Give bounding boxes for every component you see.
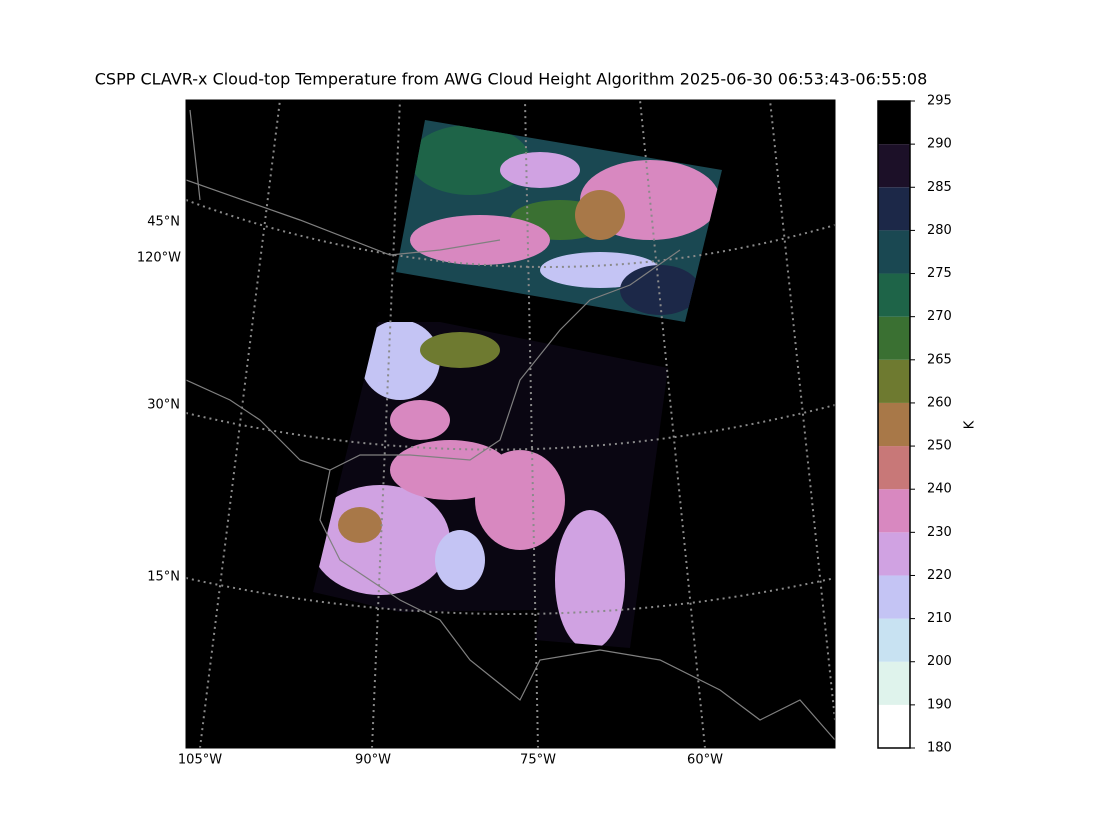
- colorbar-label: K: [963, 420, 978, 429]
- colorbar-bin: [878, 402, 910, 447]
- colorbar-tick-label: 200: [927, 654, 952, 669]
- lat-label: 30°N: [147, 398, 180, 413]
- colorbar-tick-label: 265: [927, 352, 952, 367]
- colorbar-tick-label: 230: [927, 525, 952, 540]
- map: [186, 100, 835, 748]
- colorbar-bin: [878, 446, 910, 490]
- colorbar-bin: [878, 230, 910, 274]
- colorbar-tick-label: 295: [927, 94, 952, 109]
- lon-label: 60°W: [687, 753, 723, 768]
- map-frame: [185, 99, 836, 749]
- colorbar-tick-label: 190: [927, 697, 952, 712]
- colorbar-bin: [878, 489, 910, 533]
- lat-label: 15°N: [147, 570, 180, 585]
- colorbar-bin: [878, 704, 910, 748]
- colorbar-tick-label: 240: [927, 482, 952, 497]
- colorbar-bin: [878, 359, 910, 403]
- lon-label: 105°W: [178, 753, 222, 768]
- colorbar-bin: [878, 187, 910, 231]
- colorbar-tick-label: 270: [927, 309, 952, 324]
- colorbar-tick-label: 280: [927, 223, 952, 238]
- lon-label: 120°W: [137, 251, 181, 266]
- lat-label: 45°N: [147, 215, 180, 230]
- colorbar-tick-label: 250: [927, 439, 952, 454]
- colorbar-tick-label: 220: [927, 568, 952, 583]
- colorbar-bin: [878, 273, 910, 317]
- colorbar-tick-label: 260: [927, 395, 952, 410]
- colorbar-tick-label: 210: [927, 611, 952, 626]
- lon-label: 90°W: [355, 753, 391, 768]
- colorbar-tick-label: 290: [927, 137, 952, 152]
- colorbar-bin: [878, 144, 910, 188]
- colorbar-tick-label: 180: [927, 741, 952, 756]
- colorbar-bin: [878, 661, 910, 705]
- title: CSPP CLAVR-x Cloud-top Temperature from …: [95, 70, 928, 89]
- colorbar-bin: [878, 575, 910, 619]
- colorbar-tick-label: 275: [927, 266, 952, 281]
- colorbar-frame: [877, 100, 911, 749]
- lon-label: 75°W: [520, 753, 556, 768]
- swath-south: [313, 322, 668, 648]
- colorbar-bin: [878, 101, 910, 145]
- colorbar-bin: [878, 316, 910, 360]
- colorbar-bin: [878, 618, 910, 662]
- colorbar-tick-label: 285: [927, 180, 952, 195]
- colorbar-bin: [878, 532, 910, 576]
